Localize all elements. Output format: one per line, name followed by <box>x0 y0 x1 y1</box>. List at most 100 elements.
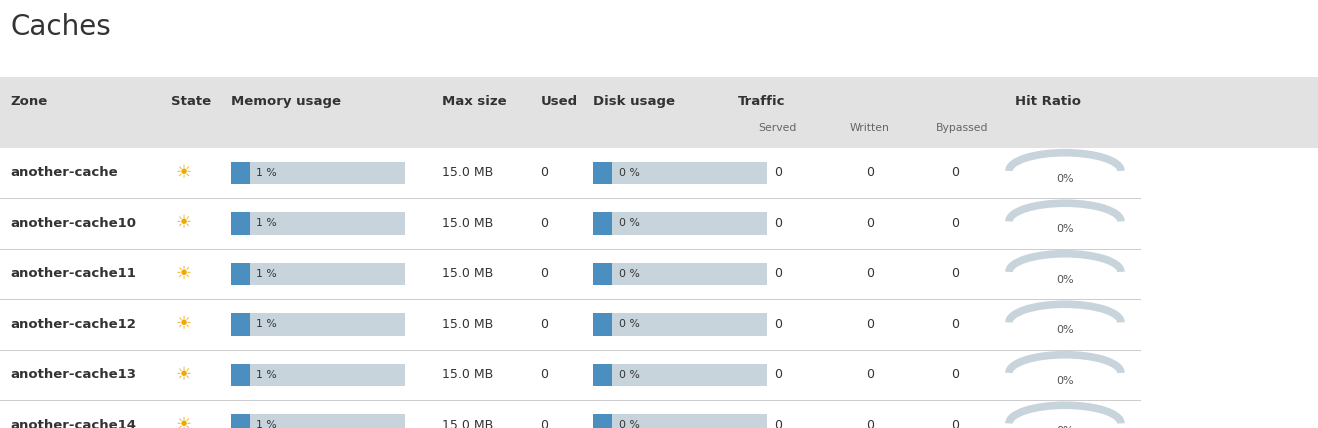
Text: ☀: ☀ <box>175 265 191 283</box>
FancyBboxPatch shape <box>0 148 1318 198</box>
FancyBboxPatch shape <box>0 299 1318 350</box>
Text: 0: 0 <box>866 268 874 280</box>
FancyBboxPatch shape <box>593 313 613 336</box>
FancyBboxPatch shape <box>593 414 767 428</box>
Text: 0: 0 <box>774 268 782 280</box>
FancyBboxPatch shape <box>593 313 767 336</box>
FancyBboxPatch shape <box>593 212 767 235</box>
FancyBboxPatch shape <box>593 162 613 184</box>
FancyBboxPatch shape <box>231 162 250 184</box>
Text: 0: 0 <box>540 217 548 230</box>
Text: 0: 0 <box>540 268 548 280</box>
Text: 0 %: 0 % <box>619 269 639 279</box>
Text: 0%: 0% <box>1056 275 1074 285</box>
Text: 0%: 0% <box>1056 376 1074 386</box>
Text: another-cache10: another-cache10 <box>11 217 137 230</box>
Text: 0: 0 <box>866 217 874 230</box>
FancyBboxPatch shape <box>593 162 767 184</box>
Text: 1 %: 1 % <box>257 319 277 330</box>
Text: 0: 0 <box>540 369 548 381</box>
Text: 0: 0 <box>540 318 548 331</box>
Text: 1 %: 1 % <box>257 370 277 380</box>
Text: State: State <box>171 95 211 108</box>
Text: 0: 0 <box>774 369 782 381</box>
Text: 0 %: 0 % <box>619 168 639 178</box>
Text: 0: 0 <box>952 268 960 280</box>
Text: 0: 0 <box>952 217 960 230</box>
Text: another-cache: another-cache <box>11 166 119 179</box>
Text: 0: 0 <box>952 369 960 381</box>
Text: 0%: 0% <box>1056 325 1074 335</box>
Text: Traffic: Traffic <box>738 95 786 108</box>
Text: ☀: ☀ <box>175 315 191 333</box>
Text: 0%: 0% <box>1056 224 1074 234</box>
FancyBboxPatch shape <box>593 364 613 386</box>
FancyBboxPatch shape <box>593 263 767 285</box>
FancyBboxPatch shape <box>593 364 767 386</box>
FancyBboxPatch shape <box>0 249 1318 299</box>
Text: 1 %: 1 % <box>257 420 277 428</box>
Text: 15.0 MB: 15.0 MB <box>442 318 493 331</box>
Text: ☀: ☀ <box>175 214 191 232</box>
Text: 15.0 MB: 15.0 MB <box>442 419 493 428</box>
FancyBboxPatch shape <box>231 414 405 428</box>
Text: ☀: ☀ <box>175 366 191 384</box>
FancyBboxPatch shape <box>231 364 250 386</box>
Text: 0: 0 <box>774 217 782 230</box>
Text: Memory usage: Memory usage <box>231 95 340 108</box>
Text: 1 %: 1 % <box>257 218 277 229</box>
Text: Bypassed: Bypassed <box>936 123 988 133</box>
Text: 0: 0 <box>774 166 782 179</box>
Text: Used: Used <box>540 95 577 108</box>
Text: 0: 0 <box>540 419 548 428</box>
Text: Zone: Zone <box>11 95 47 108</box>
Text: another-cache11: another-cache11 <box>11 268 137 280</box>
FancyBboxPatch shape <box>231 313 250 336</box>
FancyBboxPatch shape <box>0 400 1318 428</box>
Text: 0: 0 <box>952 166 960 179</box>
Text: 0%: 0% <box>1056 174 1074 184</box>
Text: 0 %: 0 % <box>619 218 639 229</box>
Text: 15.0 MB: 15.0 MB <box>442 166 493 179</box>
Text: 0: 0 <box>774 318 782 331</box>
FancyBboxPatch shape <box>0 198 1318 249</box>
Text: 0: 0 <box>952 318 960 331</box>
FancyBboxPatch shape <box>593 414 613 428</box>
Text: 15.0 MB: 15.0 MB <box>442 268 493 280</box>
FancyBboxPatch shape <box>231 414 250 428</box>
Text: Max size: Max size <box>442 95 506 108</box>
FancyBboxPatch shape <box>231 313 405 336</box>
Text: 0: 0 <box>866 369 874 381</box>
Text: 0: 0 <box>866 419 874 428</box>
Text: 0 %: 0 % <box>619 319 639 330</box>
Text: 0 %: 0 % <box>619 420 639 428</box>
Text: 0 %: 0 % <box>619 370 639 380</box>
FancyBboxPatch shape <box>231 263 405 285</box>
Text: another-cache14: another-cache14 <box>11 419 137 428</box>
Text: 0: 0 <box>952 419 960 428</box>
FancyBboxPatch shape <box>231 364 405 386</box>
Text: 0: 0 <box>774 419 782 428</box>
Text: Written: Written <box>850 123 890 133</box>
Text: 0: 0 <box>866 166 874 179</box>
Text: 1 %: 1 % <box>257 269 277 279</box>
FancyBboxPatch shape <box>593 263 613 285</box>
Text: 0: 0 <box>540 166 548 179</box>
FancyBboxPatch shape <box>231 263 250 285</box>
Text: 1 %: 1 % <box>257 168 277 178</box>
Text: Hit Ratio: Hit Ratio <box>1015 95 1081 108</box>
Text: 0: 0 <box>866 318 874 331</box>
Text: 15.0 MB: 15.0 MB <box>442 369 493 381</box>
FancyBboxPatch shape <box>0 350 1318 400</box>
FancyBboxPatch shape <box>231 212 405 235</box>
Text: ☀: ☀ <box>175 416 191 428</box>
Text: 0%: 0% <box>1056 426 1074 428</box>
FancyBboxPatch shape <box>593 212 613 235</box>
Text: Served: Served <box>758 123 796 133</box>
Text: ☀: ☀ <box>175 164 191 182</box>
FancyBboxPatch shape <box>231 212 250 235</box>
Text: Caches: Caches <box>11 13 111 41</box>
Text: 15.0 MB: 15.0 MB <box>442 217 493 230</box>
Text: another-cache12: another-cache12 <box>11 318 137 331</box>
FancyBboxPatch shape <box>231 162 405 184</box>
